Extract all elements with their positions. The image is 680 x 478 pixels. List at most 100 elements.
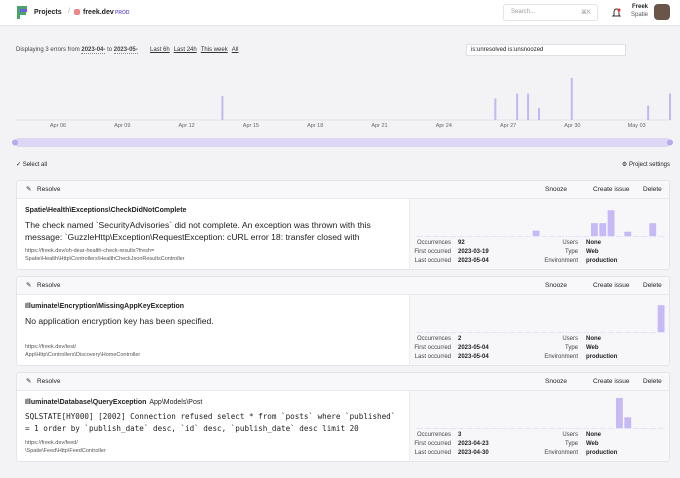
spark-bar bbox=[607, 210, 615, 236]
exception-title: Illuminate\Database\QueryException App\Mo… bbox=[25, 399, 401, 406]
projects-link[interactable]: Projects bbox=[34, 9, 62, 16]
spark-base bbox=[557, 428, 565, 429]
error-message: The check named `SecurityAdvisories` did… bbox=[25, 220, 371, 242]
stat-value: 3 bbox=[458, 432, 462, 438]
sparkline bbox=[416, 210, 665, 237]
spark-base bbox=[657, 332, 665, 333]
date-from[interactable]: 2023-04- bbox=[81, 47, 106, 54]
spark-base bbox=[516, 236, 523, 237]
spark-bar bbox=[649, 223, 657, 236]
timeline-label: Apr 21 bbox=[371, 123, 387, 129]
select-all[interactable]: ✓ Select all bbox=[16, 162, 48, 168]
logo[interactable] bbox=[16, 5, 28, 20]
spark-base bbox=[524, 428, 532, 429]
spark-base bbox=[641, 236, 648, 237]
action-button[interactable]: Snooze bbox=[545, 282, 568, 289]
spark-base bbox=[441, 236, 448, 237]
spark-base bbox=[591, 236, 598, 237]
spark-base bbox=[532, 332, 540, 333]
spark-base bbox=[424, 428, 432, 429]
meta-label: Type bbox=[564, 249, 578, 255]
spark-base bbox=[616, 332, 623, 333]
spark-base bbox=[474, 332, 482, 333]
stat-value: 2023-05-04 bbox=[458, 354, 489, 360]
spark-base bbox=[507, 332, 515, 333]
avatar[interactable] bbox=[654, 4, 670, 20]
date-to[interactable]: 2023-05- bbox=[113, 47, 138, 54]
stat-value: 2 bbox=[458, 336, 462, 342]
range-link[interactable]: All bbox=[231, 47, 239, 53]
exception-context: App\Models\Post bbox=[149, 399, 203, 406]
exception-class: Spatie\Health\Exceptions\CheckDidNotComp… bbox=[25, 207, 187, 214]
query-input[interactable]: is:unresolved is:unsnoozed bbox=[466, 44, 626, 56]
range-slider[interactable] bbox=[15, 138, 670, 147]
spark-bar bbox=[657, 305, 665, 332]
resolve-button[interactable]: Resolve bbox=[37, 186, 61, 193]
spark-base bbox=[424, 236, 432, 237]
stat-value: 2023-04-23 bbox=[458, 441, 489, 447]
spark-bar bbox=[532, 230, 540, 236]
action-button[interactable]: Delete bbox=[643, 378, 662, 385]
spark-base bbox=[482, 332, 490, 333]
user-name: Freek bbox=[631, 4, 648, 10]
range-link[interactable]: Last 24h bbox=[173, 47, 197, 53]
spark-base bbox=[441, 332, 448, 333]
spark-base bbox=[499, 236, 507, 237]
stat-label: Occurrences bbox=[416, 240, 451, 246]
slider-handle[interactable] bbox=[12, 139, 18, 146]
resolve-button[interactable]: Resolve bbox=[37, 282, 61, 289]
spark-base bbox=[516, 428, 523, 429]
slider-handle[interactable] bbox=[667, 139, 673, 146]
sparkline bbox=[416, 398, 665, 429]
project-settings[interactable]: ⚙ Project settings bbox=[621, 162, 670, 168]
spark-base bbox=[491, 236, 498, 237]
project-name[interactable]: freek.dev bbox=[83, 9, 114, 16]
notifications[interactable] bbox=[612, 8, 621, 18]
spark-base bbox=[499, 428, 507, 429]
action-button[interactable]: Delete bbox=[643, 186, 662, 193]
search-box[interactable]: Search... ⌘K bbox=[503, 4, 598, 21]
stat-value: 2023-03-19 bbox=[458, 249, 489, 255]
spark-base bbox=[466, 428, 473, 429]
spark-base bbox=[457, 332, 465, 333]
spark-base bbox=[466, 236, 473, 237]
spark-base bbox=[632, 332, 640, 333]
meta-label: Environment bbox=[544, 450, 578, 456]
spark-base bbox=[482, 428, 490, 429]
select-all-label: Select all bbox=[22, 162, 48, 168]
action-button[interactable]: Create issue bbox=[593, 282, 630, 289]
search-shortcut: ⌘K bbox=[580, 10, 591, 16]
spark-base bbox=[607, 332, 615, 333]
range-link[interactable]: Last 6h bbox=[150, 47, 170, 53]
timeline-bar bbox=[538, 108, 540, 120]
timeline: Apr 06 Apr 09 Apr 12 Apr 15 Apr 18 Apr 21 Apr … bbox=[12, 78, 673, 147]
timeline-label: Apr 06 bbox=[50, 123, 66, 129]
spark-base bbox=[582, 332, 590, 333]
action-button[interactable]: Create issue bbox=[593, 378, 630, 385]
spark-bar bbox=[616, 398, 623, 428]
spark-base bbox=[557, 332, 565, 333]
to-word: to bbox=[107, 47, 113, 53]
error-controller: App\Http\Controllers\Discovery\HomeContr… bbox=[25, 352, 141, 358]
meta-value: None bbox=[586, 336, 601, 342]
meta-label: Users bbox=[562, 432, 578, 438]
spark-base bbox=[649, 428, 657, 429]
spark-base bbox=[474, 236, 482, 237]
spark-base bbox=[566, 236, 573, 237]
action-button[interactable]: Snooze bbox=[545, 186, 568, 193]
spark-base bbox=[599, 332, 607, 333]
env-badge: PROD bbox=[115, 10, 130, 16]
spark-base bbox=[474, 428, 482, 429]
spark-base bbox=[599, 428, 607, 429]
resolve-button[interactable]: Resolve bbox=[37, 378, 61, 385]
error-card: Resolve ✎ Snooze Create issue Delete Spatie\H… bbox=[16, 180, 670, 270]
timeline-bar bbox=[527, 93, 530, 120]
filter-summary: Displaying 3 errors from 2023-04- to 202… bbox=[16, 47, 138, 54]
action-button[interactable]: Delete bbox=[643, 282, 662, 289]
action-button[interactable]: Create issue bbox=[593, 186, 630, 193]
spark-base bbox=[549, 332, 557, 333]
stat-label: Last occurred bbox=[414, 354, 451, 360]
action-button[interactable]: Snooze bbox=[545, 378, 568, 385]
range-link[interactable]: This week bbox=[200, 47, 228, 53]
spark-base bbox=[432, 332, 440, 333]
